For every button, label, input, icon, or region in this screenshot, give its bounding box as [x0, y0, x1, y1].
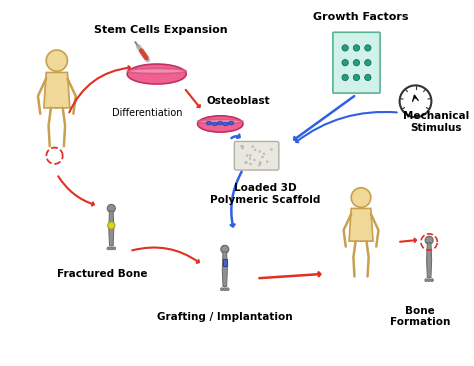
- Text: Mechanical
Stimulus: Mechanical Stimulus: [403, 111, 469, 132]
- Circle shape: [425, 279, 428, 281]
- Circle shape: [113, 247, 116, 250]
- Circle shape: [252, 146, 254, 147]
- Circle shape: [220, 288, 223, 291]
- Text: Bone
Formation: Bone Formation: [390, 306, 450, 327]
- Ellipse shape: [127, 68, 186, 74]
- Circle shape: [342, 60, 348, 66]
- Circle shape: [240, 145, 242, 147]
- Circle shape: [221, 245, 229, 253]
- Circle shape: [223, 288, 226, 291]
- Circle shape: [249, 163, 251, 165]
- Ellipse shape: [212, 122, 218, 126]
- Polygon shape: [222, 252, 228, 287]
- Circle shape: [107, 205, 115, 212]
- Bar: [223, 259, 227, 266]
- Ellipse shape: [223, 122, 228, 126]
- Circle shape: [259, 150, 261, 152]
- Ellipse shape: [228, 121, 234, 125]
- Text: Growth Factors: Growth Factors: [313, 12, 409, 22]
- Circle shape: [249, 154, 251, 156]
- Ellipse shape: [198, 119, 243, 124]
- Circle shape: [425, 236, 433, 244]
- Circle shape: [110, 247, 113, 250]
- Circle shape: [46, 50, 67, 71]
- Circle shape: [353, 60, 360, 66]
- Circle shape: [430, 279, 434, 281]
- Circle shape: [365, 45, 371, 51]
- Ellipse shape: [218, 121, 223, 125]
- Polygon shape: [349, 208, 373, 241]
- Circle shape: [342, 74, 348, 81]
- FancyBboxPatch shape: [234, 141, 279, 170]
- Ellipse shape: [206, 121, 212, 125]
- Text: Grafting / Implantation: Grafting / Implantation: [157, 313, 292, 322]
- Circle shape: [254, 159, 255, 161]
- Polygon shape: [44, 72, 70, 108]
- Ellipse shape: [351, 208, 371, 241]
- Ellipse shape: [198, 116, 243, 132]
- Circle shape: [259, 161, 261, 163]
- Circle shape: [342, 45, 348, 51]
- Polygon shape: [427, 243, 432, 278]
- Circle shape: [254, 149, 256, 151]
- Circle shape: [263, 153, 265, 155]
- Circle shape: [266, 161, 268, 163]
- FancyBboxPatch shape: [333, 32, 380, 93]
- Circle shape: [242, 147, 244, 149]
- Text: Fractured Bone: Fractured Bone: [57, 269, 147, 279]
- Circle shape: [271, 149, 272, 150]
- Text: Osteoblast: Osteoblast: [207, 96, 270, 106]
- Circle shape: [351, 188, 371, 207]
- Text: Loaded 3D
Polymeric Scaffold: Loaded 3D Polymeric Scaffold: [210, 183, 321, 205]
- Circle shape: [259, 162, 261, 164]
- Ellipse shape: [127, 64, 186, 84]
- Circle shape: [249, 158, 251, 160]
- Circle shape: [259, 164, 260, 166]
- Circle shape: [400, 85, 431, 117]
- Circle shape: [242, 146, 244, 147]
- Circle shape: [108, 222, 115, 229]
- Circle shape: [365, 60, 371, 66]
- Ellipse shape: [46, 72, 68, 108]
- Circle shape: [226, 288, 229, 291]
- Circle shape: [262, 156, 264, 158]
- Circle shape: [246, 154, 248, 156]
- Circle shape: [246, 161, 247, 163]
- Circle shape: [428, 279, 430, 281]
- Circle shape: [107, 247, 110, 250]
- Circle shape: [353, 74, 360, 81]
- Circle shape: [245, 162, 246, 164]
- Polygon shape: [109, 211, 114, 246]
- Text: Differentiation: Differentiation: [112, 108, 183, 118]
- Circle shape: [365, 74, 371, 81]
- Text: Stem Cells Expansion: Stem Cells Expansion: [94, 26, 228, 36]
- Circle shape: [353, 45, 360, 51]
